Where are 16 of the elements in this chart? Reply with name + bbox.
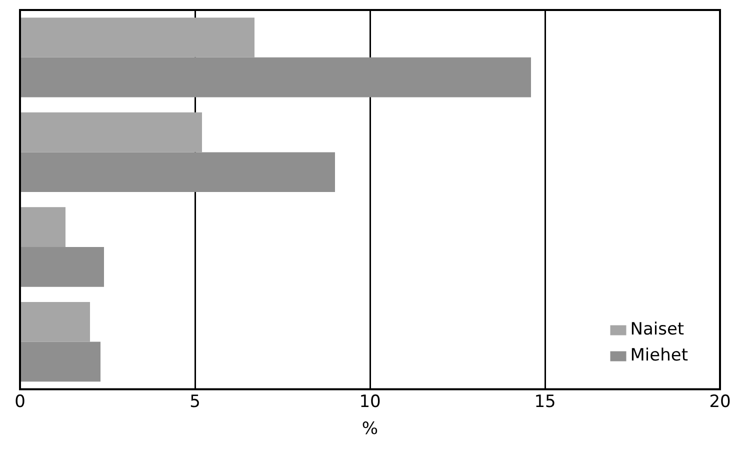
bar [20,112,202,152]
legend-label: Miehet [630,346,688,366]
x-tick-label: 15 [534,392,556,412]
x-tick-label: 0 [14,392,26,412]
legend-label: Naiset [630,320,684,340]
bar [20,247,104,287]
bar [20,302,90,342]
bar [20,152,335,192]
x-tick-label: 10 [359,392,381,412]
bar [20,57,531,98]
x-tick-label: 20 [709,392,731,412]
bar [20,18,254,58]
bar [20,207,66,247]
x-axis-title: % [362,419,378,440]
x-tick-label: 5 [190,392,200,412]
bar [20,342,100,382]
